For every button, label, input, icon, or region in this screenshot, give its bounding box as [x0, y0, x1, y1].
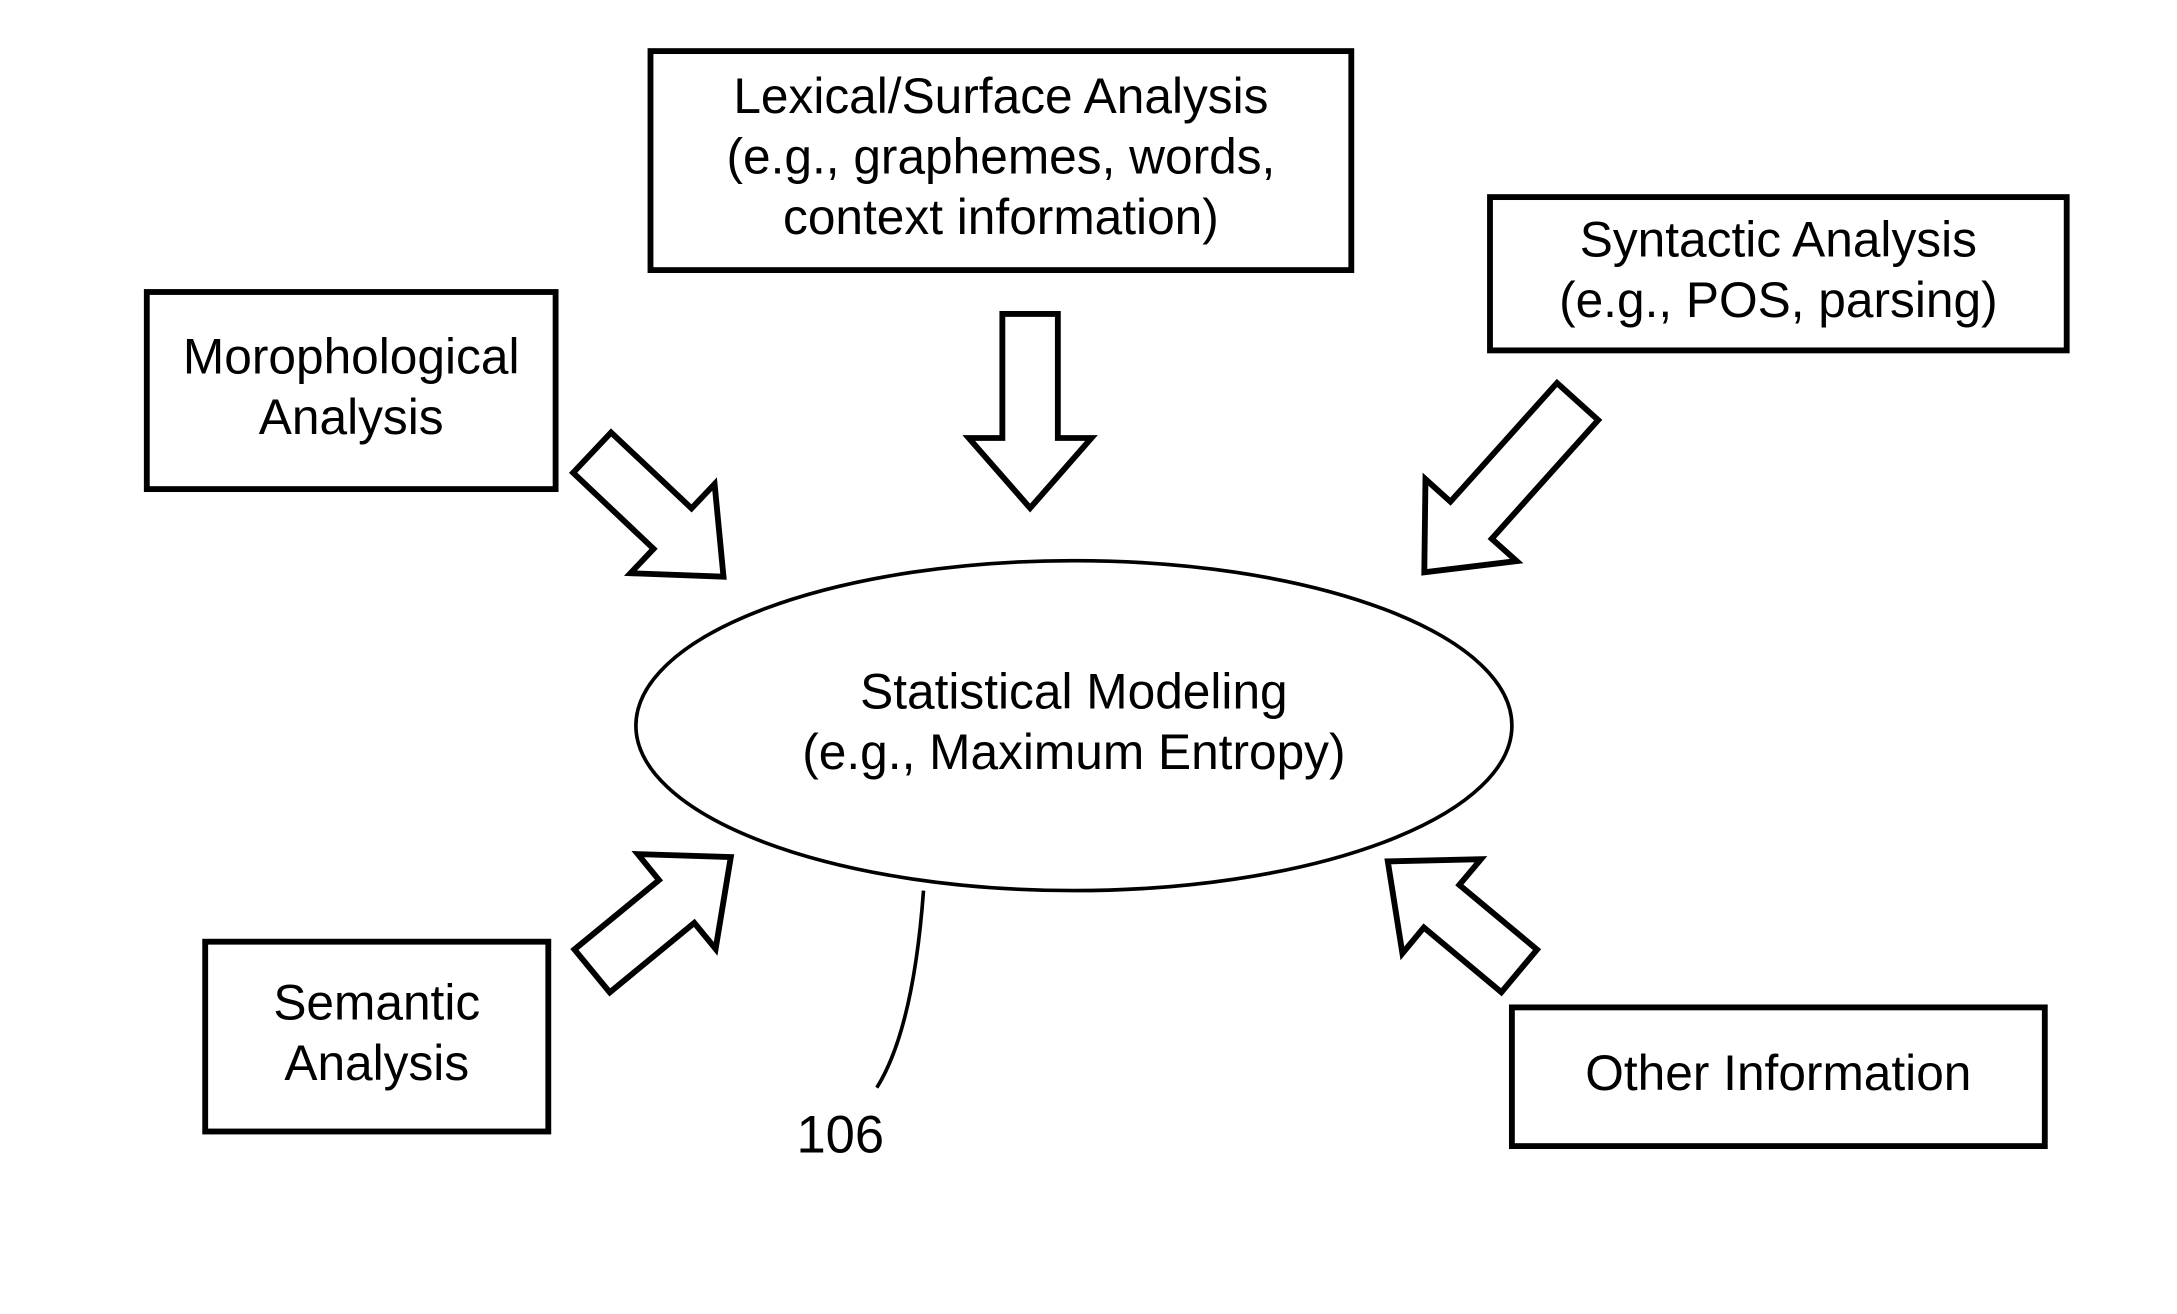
- box-other-label: Other Information: [1585, 1045, 1971, 1101]
- arrow-semantic: [574, 854, 730, 992]
- arrow-syntactic: [1424, 383, 1598, 572]
- reference-leader: [877, 891, 924, 1088]
- arrow-lexical: [969, 314, 1092, 508]
- arrow-morphological: [573, 432, 723, 576]
- arrow-other: [1388, 859, 1537, 992]
- reference-numeral: 106: [796, 1106, 884, 1165]
- box-lexical-label: Lexical/Surface Analysis(e.g., graphemes…: [726, 68, 1275, 245]
- diagram-canvas: Statistical Modeling(e.g., Maximum Entro…: [0, 0, 2177, 1314]
